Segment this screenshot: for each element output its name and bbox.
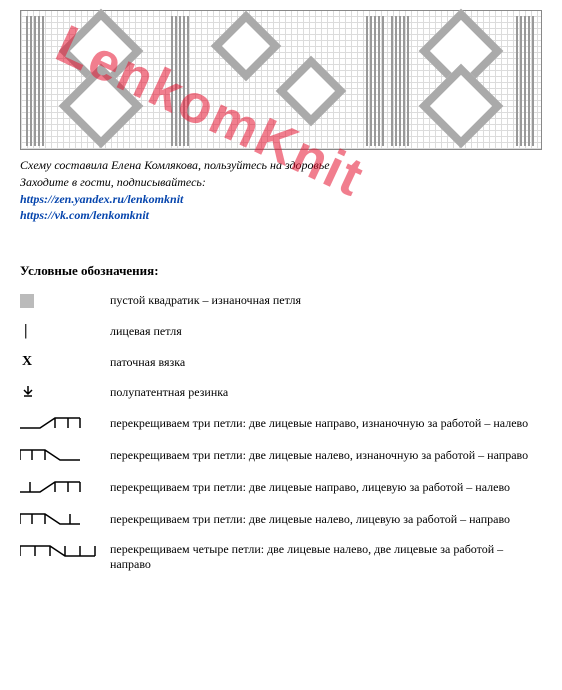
legend-row: | лицевая петля bbox=[20, 322, 542, 340]
link-vk[interactable]: https://vk.com/lenkomknit bbox=[20, 208, 542, 223]
legend-text: перекрещиваем три петли: две лицевые нал… bbox=[110, 448, 542, 463]
legend-row: X паточная вязка bbox=[20, 354, 542, 370]
legend-row: перекрещиваем три петли: две лицевые нап… bbox=[20, 414, 542, 432]
symbol-cable-right-purl bbox=[20, 414, 110, 432]
legend-row: перекрещиваем три петли: две лицевые нап… bbox=[20, 478, 542, 496]
chart-vert-block bbox=[391, 16, 409, 146]
knitting-chart bbox=[20, 10, 542, 150]
symbol-arrow-stitch bbox=[20, 384, 110, 400]
legend-text: лицевая петля bbox=[110, 324, 542, 339]
legend-row: перекрещиваем три петли: две лицевые нал… bbox=[20, 446, 542, 464]
legend-text: паточная вязка bbox=[110, 355, 542, 370]
symbol-empty-square bbox=[20, 294, 110, 308]
legend-text: пустой квадратик – изнаночная петля bbox=[110, 293, 542, 308]
symbol-knit-stitch: | bbox=[20, 322, 110, 340]
symbol-cable-right-knit bbox=[20, 478, 110, 496]
symbol-cable-four bbox=[20, 542, 110, 560]
symbol-cable-left-knit bbox=[20, 510, 110, 528]
symbol-cable-left-purl bbox=[20, 446, 110, 464]
legend-row: перекрещиваем три петли: две лицевые нал… bbox=[20, 510, 542, 528]
legend-row: пустой квадратик – изнаночная петля bbox=[20, 293, 542, 308]
credit-line: Заходите в гости, подписывайтесь: bbox=[20, 175, 542, 190]
chart-vert-block bbox=[26, 16, 44, 146]
legend-text: полупатентная резинка bbox=[110, 385, 542, 400]
legend-title: Условные обозначения: bbox=[20, 263, 542, 279]
legend-text: перекрещиваем три петли: две лицевые нап… bbox=[110, 480, 542, 495]
symbol-x-stitch: X bbox=[20, 354, 110, 370]
legend-text: перекрещиваем три петли: две лицевые нал… bbox=[110, 512, 542, 527]
legend-text: перекрещиваем три петли: две лицевые нап… bbox=[110, 416, 542, 431]
credit-line: Схему составила Елена Комлякова, пользуй… bbox=[20, 158, 542, 173]
legend-row: полупатентная резинка bbox=[20, 384, 542, 400]
legend-row: перекрещиваем четыре петли: две лицевые … bbox=[20, 542, 542, 572]
link-zen[interactable]: https://zen.yandex.ru/lenkomknit bbox=[20, 192, 542, 207]
chart-vert-block bbox=[516, 16, 534, 146]
legend-text: перекрещиваем четыре петли: две лицевые … bbox=[110, 542, 542, 572]
chart-vert-block bbox=[171, 16, 189, 146]
chart-vert-block bbox=[366, 16, 384, 146]
